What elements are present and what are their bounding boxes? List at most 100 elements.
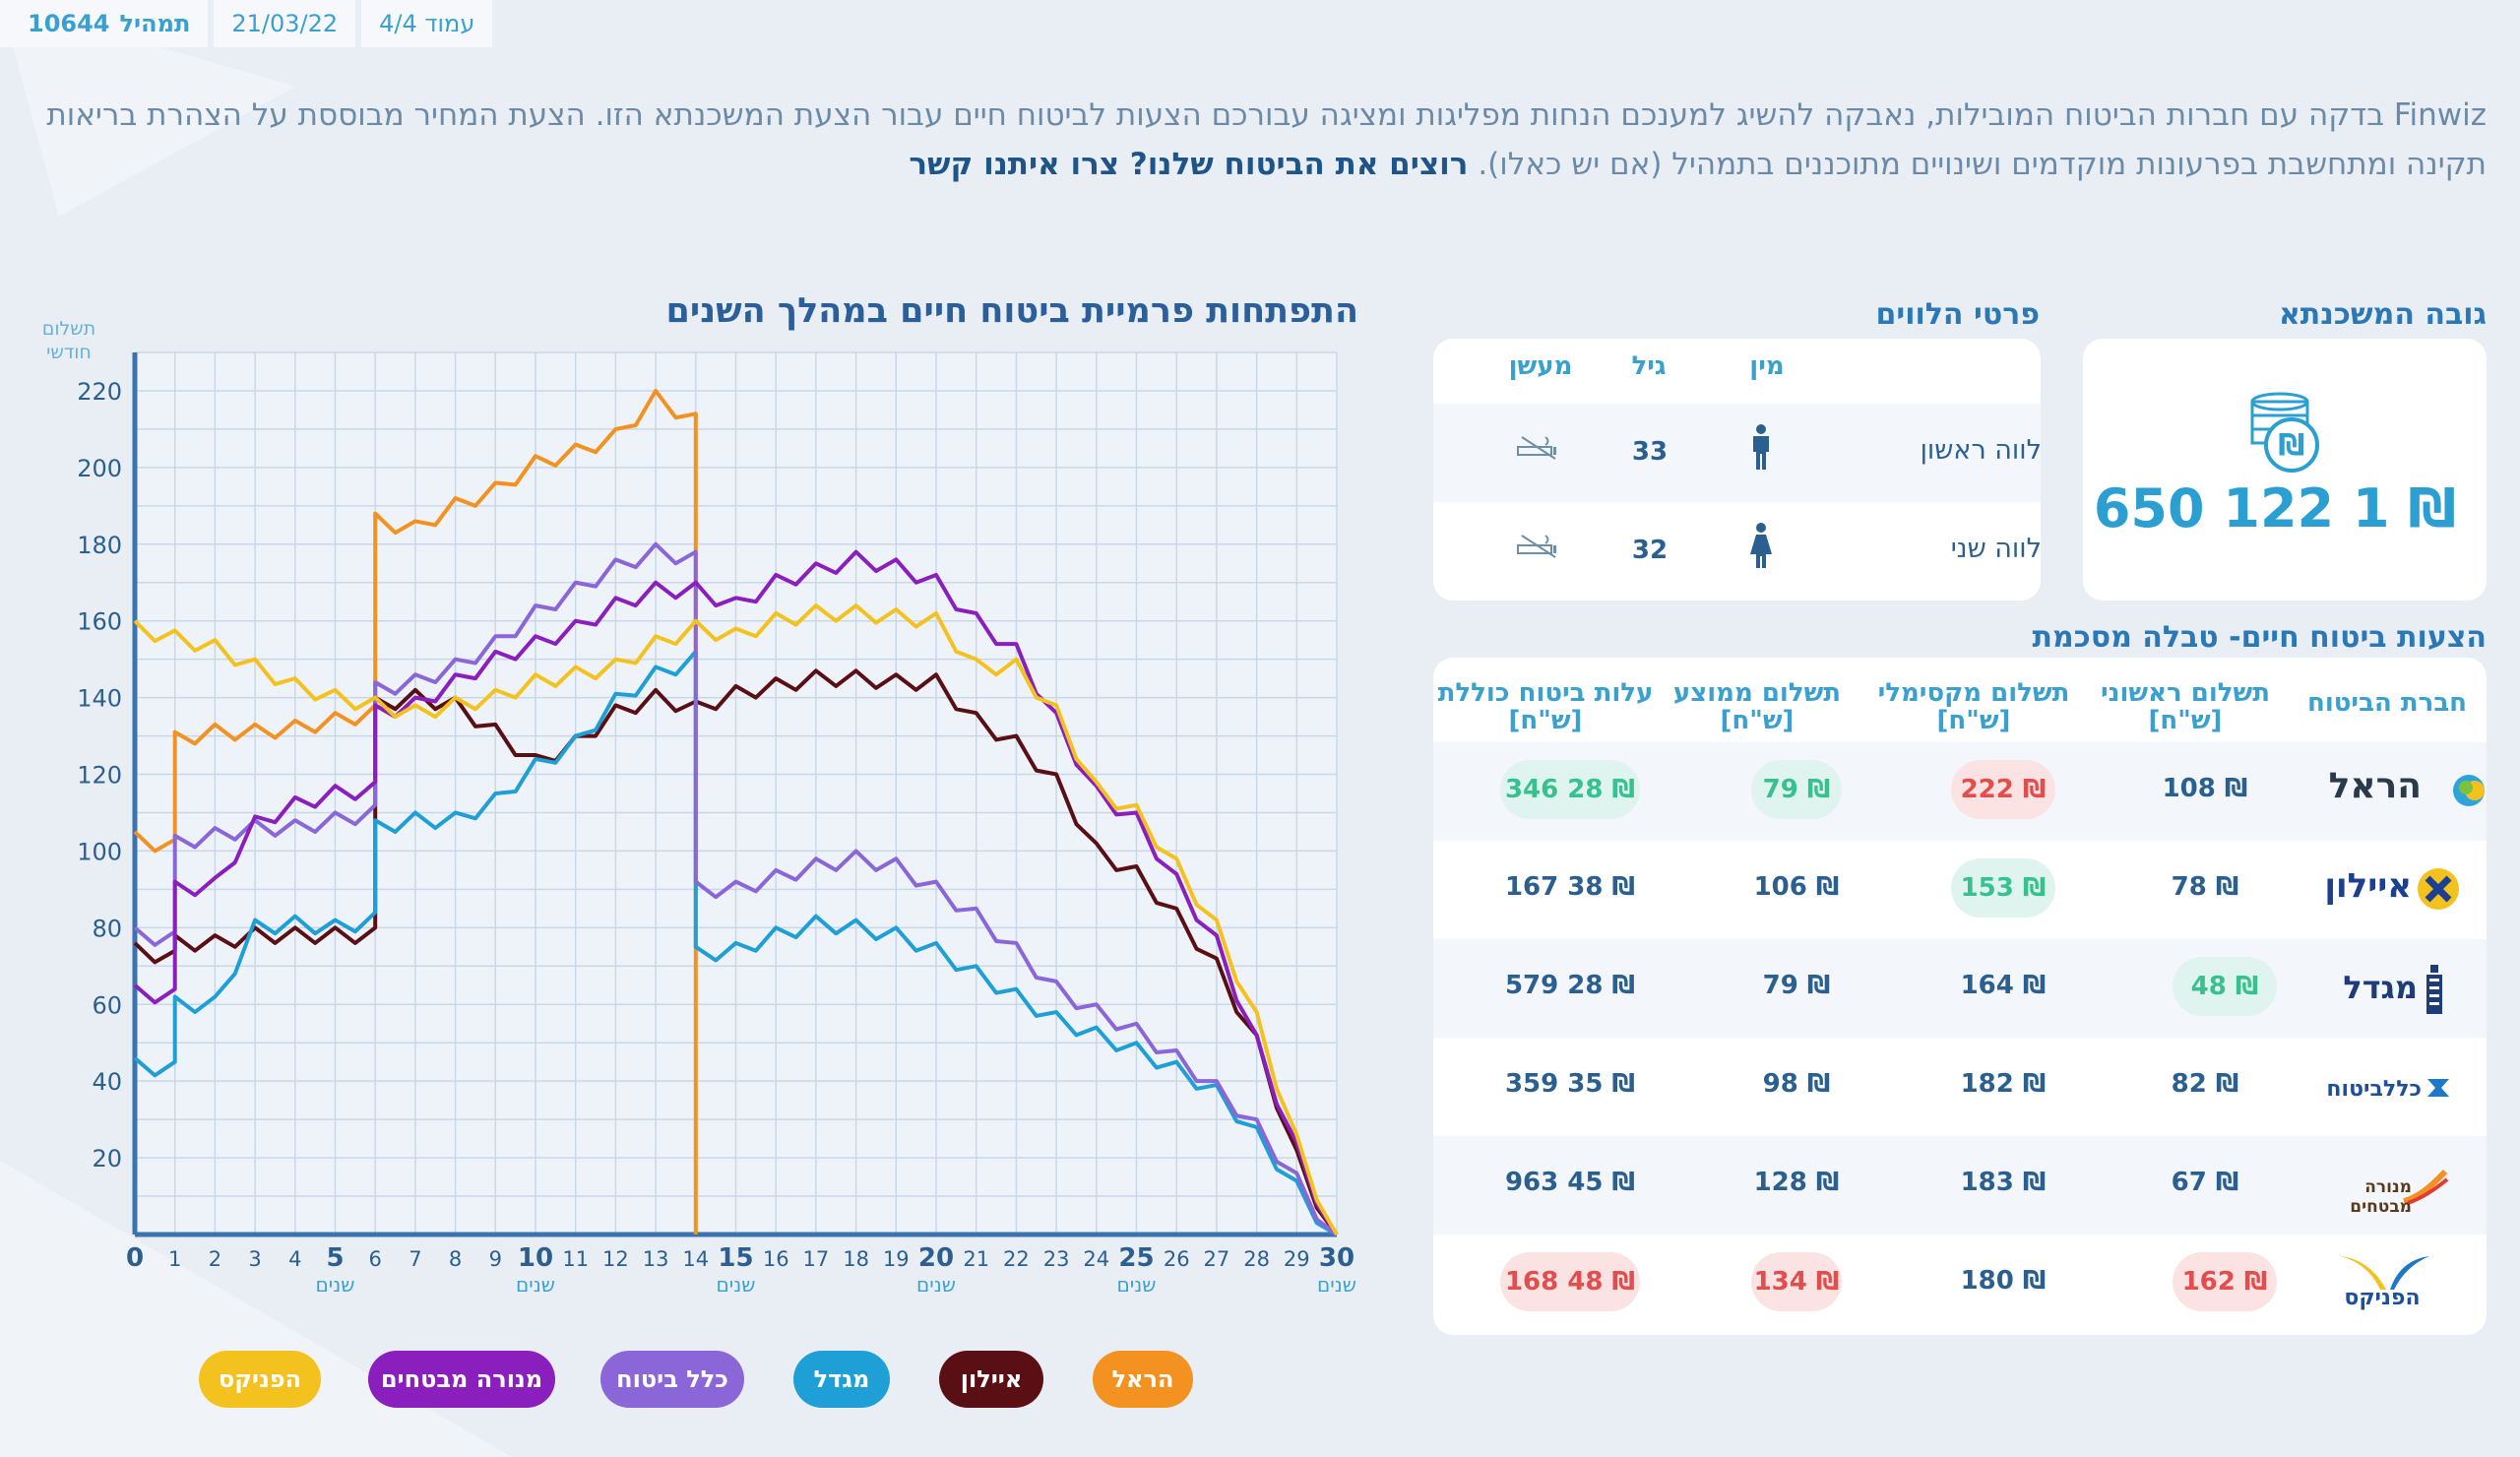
shekel-coins-icon: ₪ [2250, 392, 2319, 473]
x-tick-label: 19 [883, 1247, 910, 1271]
x-tick-label: 1 [168, 1247, 181, 1271]
offer-avg-cell: ₪ 134 [1751, 1252, 1842, 1311]
offer-first-cell: ₪ 162 [2173, 1252, 2277, 1311]
x-tick-label: 27 [1204, 1247, 1230, 1271]
offer-first-cell: ₪ 108 [2162, 774, 2248, 803]
x-unit-label: שנים [916, 1273, 956, 1297]
x-tick-label: 0 [126, 1243, 144, 1273]
offer-max-cell: ₪ 183 [1960, 1168, 2047, 1197]
borrower-2-label: לווה שני [1950, 534, 2042, 564]
borrowers-card [1433, 339, 2041, 601]
ayalon-logo-text: איילון [2324, 866, 2412, 906]
borrowers-header-smoker: מעשן [1508, 351, 1573, 381]
x-tick-label: 26 [1164, 1247, 1190, 1271]
y-tick-label: 200 [77, 455, 122, 482]
borrowers-title: פרטי הלווים [1875, 297, 2040, 332]
y-tick-label: 100 [77, 838, 122, 865]
y-axis-label: תשלום חודשי [41, 318, 96, 363]
legend-item[interactable]: מנורה מבטחים [368, 1351, 555, 1408]
x-tick-label: 15 [718, 1243, 753, 1273]
series-line [133, 388, 698, 1235]
menora-logo [2403, 1169, 2449, 1205]
legend-item[interactable]: כלל ביטוח [600, 1351, 744, 1408]
offer-max-cell: ₪ 182 [1960, 1069, 2047, 1099]
no-smoking-icon [1517, 535, 1556, 558]
offer-avg-cell: ₪ 79 [1751, 760, 1842, 819]
offer-first-cell: ₪ 67 [2171, 1168, 2239, 1197]
legend-item[interactable]: הראל [1093, 1351, 1193, 1408]
x-unit-label: שנים [1317, 1273, 1356, 1297]
female-icon [1750, 523, 1772, 568]
borrower-2-age: 32 [1631, 536, 1669, 565]
x-unit-label: שנים [717, 1273, 756, 1297]
offer-avg-cell: ₪ 79 [1762, 971, 1831, 1000]
offer-max-cell: ₪ 222 [1951, 760, 2055, 819]
y-tick-label: 40 [92, 1068, 122, 1096]
offer-total-cell: ₪ 28 579 [1504, 971, 1636, 1000]
x-tick-label: 22 [1003, 1247, 1030, 1271]
x-tick-label: 23 [1043, 1247, 1070, 1271]
report-date: 21/03/22 [214, 0, 356, 47]
offer-avg-cell: ₪ 98 [1762, 1069, 1831, 1099]
x-tick-label: 9 [489, 1247, 502, 1271]
migdal-logo [2426, 965, 2442, 1014]
offer-max-cell: ₪ 153 [1951, 858, 2055, 918]
offer-avg-cell: ₪ 106 [1753, 872, 1840, 902]
offer-first-cell: ₪ 82 [2171, 1069, 2239, 1099]
row-stripe [1433, 939, 2487, 1038]
legend-item[interactable]: הפניקס [199, 1351, 321, 1408]
page-number: עמוד 4/4 [361, 0, 493, 47]
offer-total-cell: ₪ 35 359 [1504, 1069, 1636, 1099]
y-tick-label: 60 [92, 991, 122, 1019]
offer-total-cell: ₪ 48 168 [1500, 1252, 1640, 1311]
offers-header-avg: תשלום ממוצע [ש"ח] [1672, 678, 1842, 735]
y-tick-label: 80 [92, 915, 122, 942]
x-tick-label: 10 [518, 1243, 553, 1273]
harel-logo-text: הראל [2328, 766, 2422, 806]
offers-header-company: חברת הביטוח [2306, 688, 2467, 718]
menora-logo-text: מנורה מבטחים [2350, 1177, 2412, 1217]
offer-total-cell: ₪ 28 346 [1500, 760, 1640, 819]
offer-total-cell: ₪ 38 167 [1504, 872, 1636, 902]
borrower-1-age: 33 [1631, 437, 1669, 467]
offer-max-cell: ₪ 164 [1960, 971, 2047, 1000]
y-tick-label: 120 [77, 762, 122, 790]
y-tick-label: 160 [77, 608, 122, 636]
contact-cta[interactable]: רוצים את הביטוח שלנו? צרו איתנו קשר [909, 147, 1469, 182]
borrower-id: תמהיל 10644 [0, 0, 209, 47]
x-tick-label: 11 [562, 1247, 589, 1271]
offers-header-first: תשלום ראשוני [ש"ח] [2101, 678, 2270, 735]
x-tick-label: 4 [288, 1247, 301, 1271]
offer-first-cell: ₪ 48 [2173, 957, 2277, 1016]
borrower-1-label: לווה ראשון [1920, 435, 2042, 466]
series-line [133, 668, 1339, 1236]
x-tick-label: 29 [1284, 1247, 1310, 1271]
phoenix-logo-text: הפניקס [2344, 1286, 2421, 1310]
x-tick-label: 7 [409, 1247, 421, 1271]
offer-avg-cell: ₪ 128 [1753, 1168, 1840, 1197]
legend-item[interactable]: איילון [939, 1351, 1043, 1408]
x-tick-label: 24 [1083, 1247, 1109, 1271]
x-tick-label: 28 [1243, 1247, 1270, 1271]
y-tick-label: 220 [77, 378, 122, 406]
x-tick-label: 6 [369, 1247, 382, 1271]
x-tick-label: 14 [682, 1247, 709, 1271]
legend-item[interactable]: מגדל [793, 1351, 890, 1408]
migdal-logo-text: מגדל [2343, 969, 2418, 1006]
harel-logo [2453, 775, 2485, 806]
series-line [133, 603, 1339, 1236]
y-tick-label: 140 [77, 685, 122, 713]
x-unit-label: שנים [516, 1273, 555, 1297]
x-tick-label: 20 [918, 1243, 954, 1273]
x-tick-label: 13 [643, 1247, 669, 1271]
x-tick-label: 2 [209, 1247, 221, 1271]
offers-title: הצעות ביטוח חיים- טבלה מסכמת [2032, 620, 2488, 655]
no-smoking-icon [1517, 436, 1556, 460]
x-tick-label: 16 [763, 1247, 789, 1271]
borrowers-header-age: גיל [1631, 351, 1667, 381]
chart-title: התפתחות פרמיית ביטוח חיים במהלך השנים [665, 291, 1358, 331]
x-unit-label: שנים [1117, 1273, 1157, 1297]
clal-logo [2427, 1079, 2449, 1097]
offer-first-cell: ₪ 78 [2171, 872, 2239, 902]
